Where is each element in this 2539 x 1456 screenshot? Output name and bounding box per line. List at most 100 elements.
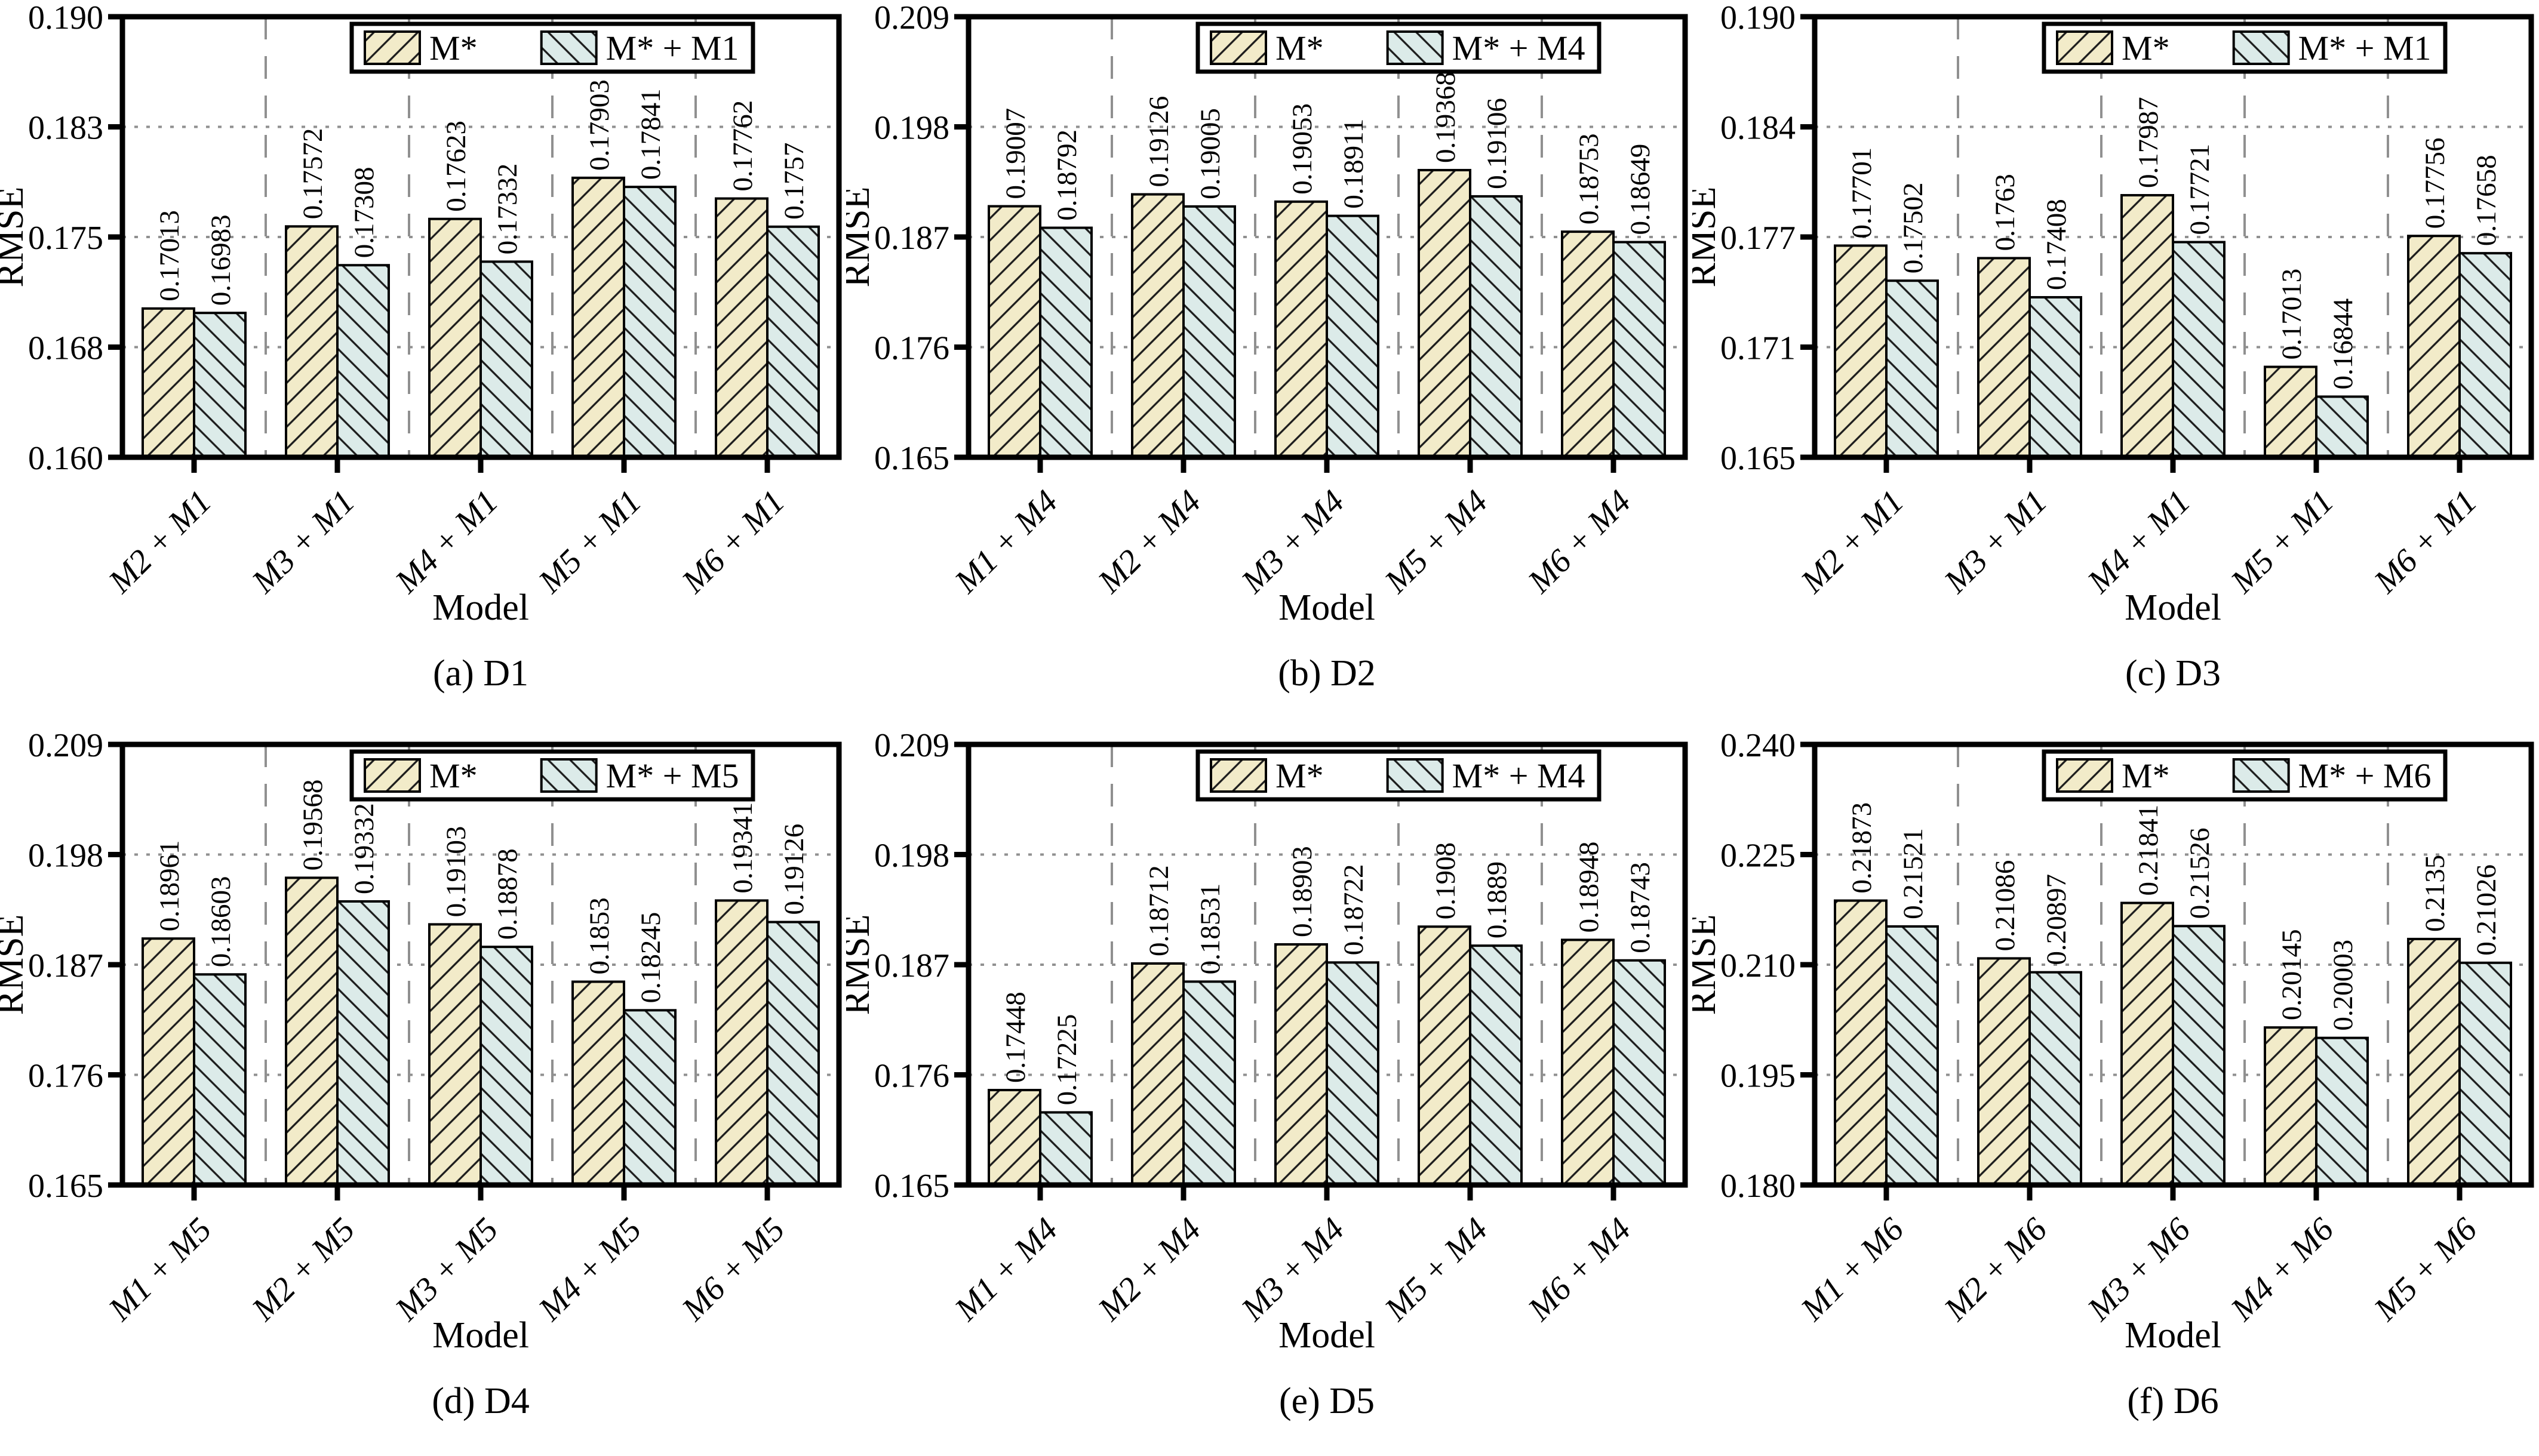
legend-swatch <box>2056 758 2113 793</box>
caption: (d) D4 <box>432 1381 530 1421</box>
bar-value-label: 0.17756 <box>2420 137 2451 229</box>
bar-hatch <box>2028 971 2082 1186</box>
y-tick-label: 0.198 <box>874 838 949 875</box>
category-label: M1 + M5 <box>102 1211 219 1328</box>
y-tick-label: 0.190 <box>1720 0 1796 36</box>
bar-hatch <box>1469 944 1523 1186</box>
bar-value-label: 0.17013 <box>154 210 185 301</box>
bar-hatch <box>2458 961 2512 1186</box>
bar-value-label: 0.18903 <box>1287 846 1318 937</box>
bar-hatch <box>1977 257 2031 458</box>
category-label: M2 + M1 <box>102 483 219 601</box>
bar-hatch <box>623 1009 677 1186</box>
y-axis-title: RMSE <box>0 187 31 288</box>
bar-chart-d2: 0.19007 0.18792 M1 + M4 0.19126 0.19005 M2 + … <box>846 0 1688 694</box>
category-label: M2 + M4 <box>1091 1211 1209 1328</box>
bar-value-label: 0.18878 <box>492 848 523 940</box>
bar-hatch <box>1561 938 1615 1186</box>
bar-hatch <box>1418 925 1471 1186</box>
category-label: M5 + M1 <box>531 483 649 601</box>
bar-hatch <box>2264 1026 2317 1186</box>
category-label: M6 + M4 <box>1521 483 1639 601</box>
bar-value-label: 0.1757 <box>779 143 810 220</box>
legend-label: M* <box>2122 29 2170 67</box>
category-label: M3 + M4 <box>1234 1211 1352 1328</box>
y-tick-label: 0.176 <box>874 1058 949 1095</box>
bar-hatch <box>571 980 625 1186</box>
bar-hatch <box>479 946 533 1186</box>
x-axis-title: Model <box>1278 587 1375 628</box>
bar-hatch <box>1182 980 1236 1186</box>
legend-swatch <box>364 758 421 793</box>
y-tick-label: 0.187 <box>874 947 949 984</box>
y-tick-label: 0.240 <box>1720 728 1796 764</box>
bar-hatch <box>2028 295 2082 458</box>
bar-value-label: 0.17701 <box>1846 147 1877 239</box>
legend-swatch <box>2232 30 2290 65</box>
category-label: M6 + M1 <box>2367 483 2485 601</box>
category-label: M3 + M1 <box>245 483 362 601</box>
bar-hatch <box>1885 925 1939 1186</box>
bar-value-label: 0.18712 <box>1144 865 1175 956</box>
bar-value-label: 0.18792 <box>1052 130 1083 221</box>
category-label: M5 + M4 <box>1378 483 1495 601</box>
category-label: M3 + M1 <box>1937 483 2055 601</box>
bar-hatch <box>142 937 195 1186</box>
caption: (f) D6 <box>2127 1381 2218 1421</box>
bar-value-label: 0.21026 <box>2471 864 2502 956</box>
bar-value-label: 0.17013 <box>2276 269 2307 360</box>
bar-value-label: 0.17332 <box>492 164 523 255</box>
y-tick-label: 0.209 <box>874 0 949 36</box>
bar-value-label: 0.17841 <box>635 88 666 180</box>
bar-value-label: 0.17903 <box>584 79 615 171</box>
bar-hatch <box>1274 943 1328 1186</box>
legend-label: M* <box>429 29 478 67</box>
legend-swatch <box>540 30 598 65</box>
y-tick-label: 0.184 <box>1720 110 1796 147</box>
legend-swatch <box>2232 758 2290 793</box>
bar-value-label: 0.18603 <box>205 876 236 968</box>
bar-hatch <box>2315 395 2369 458</box>
bar-value-label: 0.19103 <box>441 826 472 918</box>
bar-hatch <box>285 876 339 1186</box>
bar-value-label: 0.1763 <box>1990 174 2021 251</box>
y-tick-label: 0.176 <box>28 1058 103 1095</box>
category-label: M2 + M4 <box>1091 483 1209 601</box>
chart-panel-d1: 0.17013 0.16983 M2 + M1 0.17572 0.17308 M3 + … <box>0 0 846 728</box>
bar-value-label: 0.19126 <box>779 824 810 915</box>
bar-value-label: 0.17658 <box>2471 155 2502 246</box>
bar-chart-d5: 0.17448 0.17225 M1 + M4 0.18712 0.18531 M2 + … <box>846 728 1688 1421</box>
bar-value-label: 0.18245 <box>635 912 666 1003</box>
bar-hatch <box>1326 961 1379 1186</box>
category-label: M5 + M6 <box>2367 1211 2485 1328</box>
category-label: M4 + M5 <box>531 1211 649 1328</box>
bar-value-label: 0.19106 <box>1481 98 1513 189</box>
bar-hatch <box>2407 937 2461 1186</box>
legend-label: M* + M1 <box>606 29 739 67</box>
bar-hatch <box>1274 200 1328 458</box>
bar-hatch <box>1039 226 1093 458</box>
bar-value-label: 0.19341 <box>727 802 758 894</box>
category-label: M4 + M1 <box>388 483 506 601</box>
caption: (e) D5 <box>1279 1381 1375 1421</box>
bar-hatch <box>1561 230 1615 458</box>
y-tick-label: 0.190 <box>28 0 103 36</box>
bar-hatch <box>2120 194 2174 458</box>
y-tick-label: 0.209 <box>874 728 949 764</box>
bar-chart-d3: 0.17701 0.17502 M2 + M1 0.1763 0.17408 M3 + M… <box>1692 0 2534 694</box>
y-tick-label: 0.176 <box>874 330 949 367</box>
category-label: M3 + M6 <box>2080 1211 2198 1328</box>
bar-hatch <box>1469 195 1523 458</box>
legend-swatch <box>364 30 421 65</box>
bar-chart-d1: 0.17013 0.16983 M2 + M1 0.17572 0.17308 M3 + … <box>0 0 842 694</box>
legend-swatch <box>1210 30 1267 65</box>
bar-hatch <box>623 186 677 458</box>
y-axis-title: RMSE <box>1692 187 1723 288</box>
category-label: M4 + M6 <box>2224 1211 2341 1328</box>
bar-chart-d6: 0.21873 0.21521 M1 + M6 0.21086 0.20897 M2 + … <box>1692 728 2534 1421</box>
y-axis-title: RMSE <box>846 187 877 288</box>
y-axis-title: RMSE <box>0 915 31 1015</box>
bar-value-label: 0.19332 <box>349 803 380 894</box>
legend-label: M* + M1 <box>2298 29 2432 67</box>
legend-label: M* + M4 <box>1452 29 1585 67</box>
